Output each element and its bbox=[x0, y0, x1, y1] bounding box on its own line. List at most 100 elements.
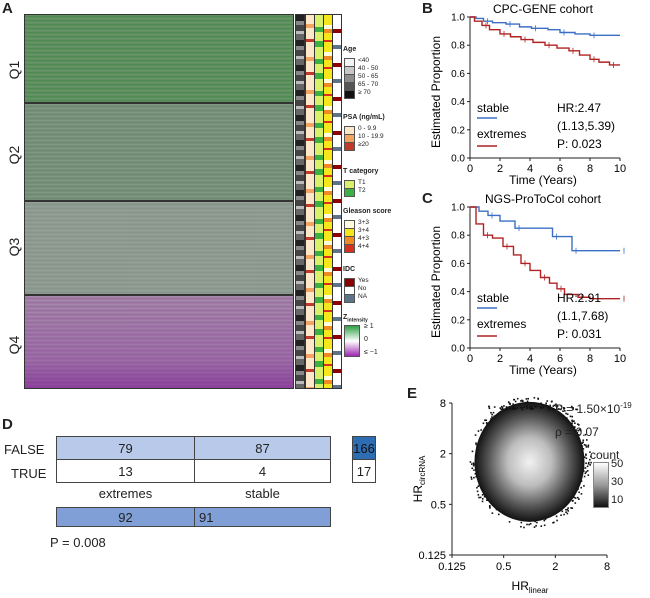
e-point-top bbox=[531, 407, 533, 409]
e-point bbox=[546, 400, 549, 402]
e-point bbox=[537, 397, 539, 400]
e-point-top bbox=[514, 407, 516, 410]
c-ytick-label-5: 1.0 bbox=[451, 203, 465, 214]
cell-true-stable: 4 bbox=[194, 459, 331, 483]
e-point bbox=[590, 461, 592, 464]
e-point bbox=[565, 412, 567, 415]
e-point bbox=[587, 474, 590, 476]
e-point bbox=[565, 511, 567, 513]
e-point bbox=[585, 446, 588, 448]
legend-gleason-swatch-3 bbox=[344, 244, 355, 253]
e-point bbox=[473, 469, 475, 471]
legend-z-colorbar bbox=[344, 325, 360, 357]
e-point bbox=[561, 510, 564, 513]
e-point bbox=[555, 405, 557, 407]
e-point bbox=[475, 443, 478, 446]
c-curve-stable bbox=[470, 206, 620, 252]
legend-tcat-item-0: T1 bbox=[358, 179, 366, 186]
legend-tcat-item-1: T2 bbox=[358, 187, 366, 194]
c-p: P: 0.031 bbox=[557, 327, 602, 341]
panel-b-label: B bbox=[422, 0, 433, 17]
legend-idc-item-2: NA bbox=[358, 293, 368, 300]
e-point bbox=[551, 400, 553, 403]
b-p: P: 0.023 bbox=[557, 137, 602, 151]
e-point bbox=[585, 453, 587, 456]
e-point bbox=[474, 472, 477, 475]
e-point bbox=[585, 439, 588, 441]
cell-false-extremes: 79 bbox=[56, 436, 195, 460]
quartile-label-q1: Q1 bbox=[6, 60, 22, 80]
e-point bbox=[488, 504, 491, 507]
e-point bbox=[479, 496, 482, 499]
e-point bbox=[471, 467, 474, 470]
legend-idc-title: IDC bbox=[343, 266, 356, 273]
c-ytick-label-2: 0.4 bbox=[451, 287, 465, 298]
panel-e-label: E bbox=[407, 385, 418, 402]
e-point bbox=[516, 397, 519, 400]
e-point-top bbox=[556, 407, 558, 409]
e-point bbox=[571, 420, 574, 423]
c-hr: HR:2.91 bbox=[557, 291, 601, 305]
legend-age-item-1: 40 - 50 bbox=[358, 65, 379, 72]
legend-age-title: Age bbox=[343, 46, 357, 53]
e-point bbox=[577, 496, 579, 499]
e-point bbox=[540, 525, 543, 527]
e-point bbox=[513, 398, 516, 401]
e-point-top bbox=[526, 407, 529, 410]
e-xtick-label-2: 2 bbox=[552, 561, 558, 573]
e-point bbox=[580, 493, 583, 495]
e-point bbox=[574, 502, 577, 504]
e-p-value: P = 1.50×10-19 bbox=[555, 401, 632, 416]
heatmap-q1 bbox=[24, 14, 294, 103]
e-count-tick-50: 50 bbox=[611, 458, 624, 470]
e-point bbox=[486, 499, 488, 502]
e-point-top bbox=[509, 408, 511, 410]
e-count-colorbar bbox=[593, 462, 609, 508]
e-point-top bbox=[572, 408, 574, 411]
e-point bbox=[555, 403, 557, 406]
e-point-top bbox=[540, 407, 543, 410]
e-point bbox=[476, 490, 479, 493]
e-point-top bbox=[556, 405, 559, 407]
col-total-extremes: 92 bbox=[56, 507, 195, 527]
e-point-top bbox=[529, 408, 532, 410]
e-point bbox=[579, 429, 582, 432]
e-point bbox=[585, 444, 587, 447]
e-point bbox=[480, 429, 482, 431]
c-title: NGS-ProToCol cohort bbox=[485, 192, 602, 206]
e-point-top bbox=[520, 407, 523, 409]
e-point bbox=[577, 423, 579, 426]
legend-idc-swatch-2 bbox=[344, 294, 355, 303]
legend-psa-item-0: 0 - 9.9 bbox=[358, 125, 377, 132]
b-ytick-label-3: 0.6 bbox=[451, 69, 465, 80]
e-point bbox=[571, 415, 574, 418]
e-point-top bbox=[535, 405, 537, 408]
quartile-label-q4: Q4 bbox=[6, 335, 22, 355]
b-xtick-label-3: 6 bbox=[557, 163, 563, 175]
e-count-tick-30: 30 bbox=[611, 476, 624, 488]
e-point bbox=[491, 512, 494, 514]
b-xtick-label-1: 2 bbox=[497, 163, 503, 175]
e-point bbox=[583, 456, 586, 458]
e-point bbox=[472, 462, 475, 465]
legend-z-main: Z bbox=[343, 314, 348, 321]
e-point bbox=[587, 444, 590, 447]
c-xtick-label-3: 6 bbox=[557, 353, 563, 365]
e-p-main: P = 1.50×10 bbox=[555, 402, 621, 416]
e-point-top bbox=[512, 407, 514, 410]
e-point bbox=[528, 523, 530, 526]
b-ytick-label-4: 0.8 bbox=[451, 41, 465, 52]
row-label-true: TRUE bbox=[11, 466, 47, 481]
c-xtick-label-0: 0 bbox=[467, 353, 473, 365]
e-point bbox=[491, 413, 493, 416]
e-point bbox=[533, 396, 536, 399]
legend-age-swatch-4 bbox=[344, 90, 355, 99]
e-point bbox=[470, 476, 473, 479]
e-point bbox=[485, 419, 488, 422]
e-point bbox=[481, 500, 484, 503]
legend-gleason-item-1: 3+4 bbox=[358, 227, 370, 234]
e-point-top bbox=[526, 405, 528, 408]
e-point bbox=[573, 426, 576, 428]
e-point bbox=[482, 422, 485, 425]
e-point bbox=[497, 513, 500, 516]
